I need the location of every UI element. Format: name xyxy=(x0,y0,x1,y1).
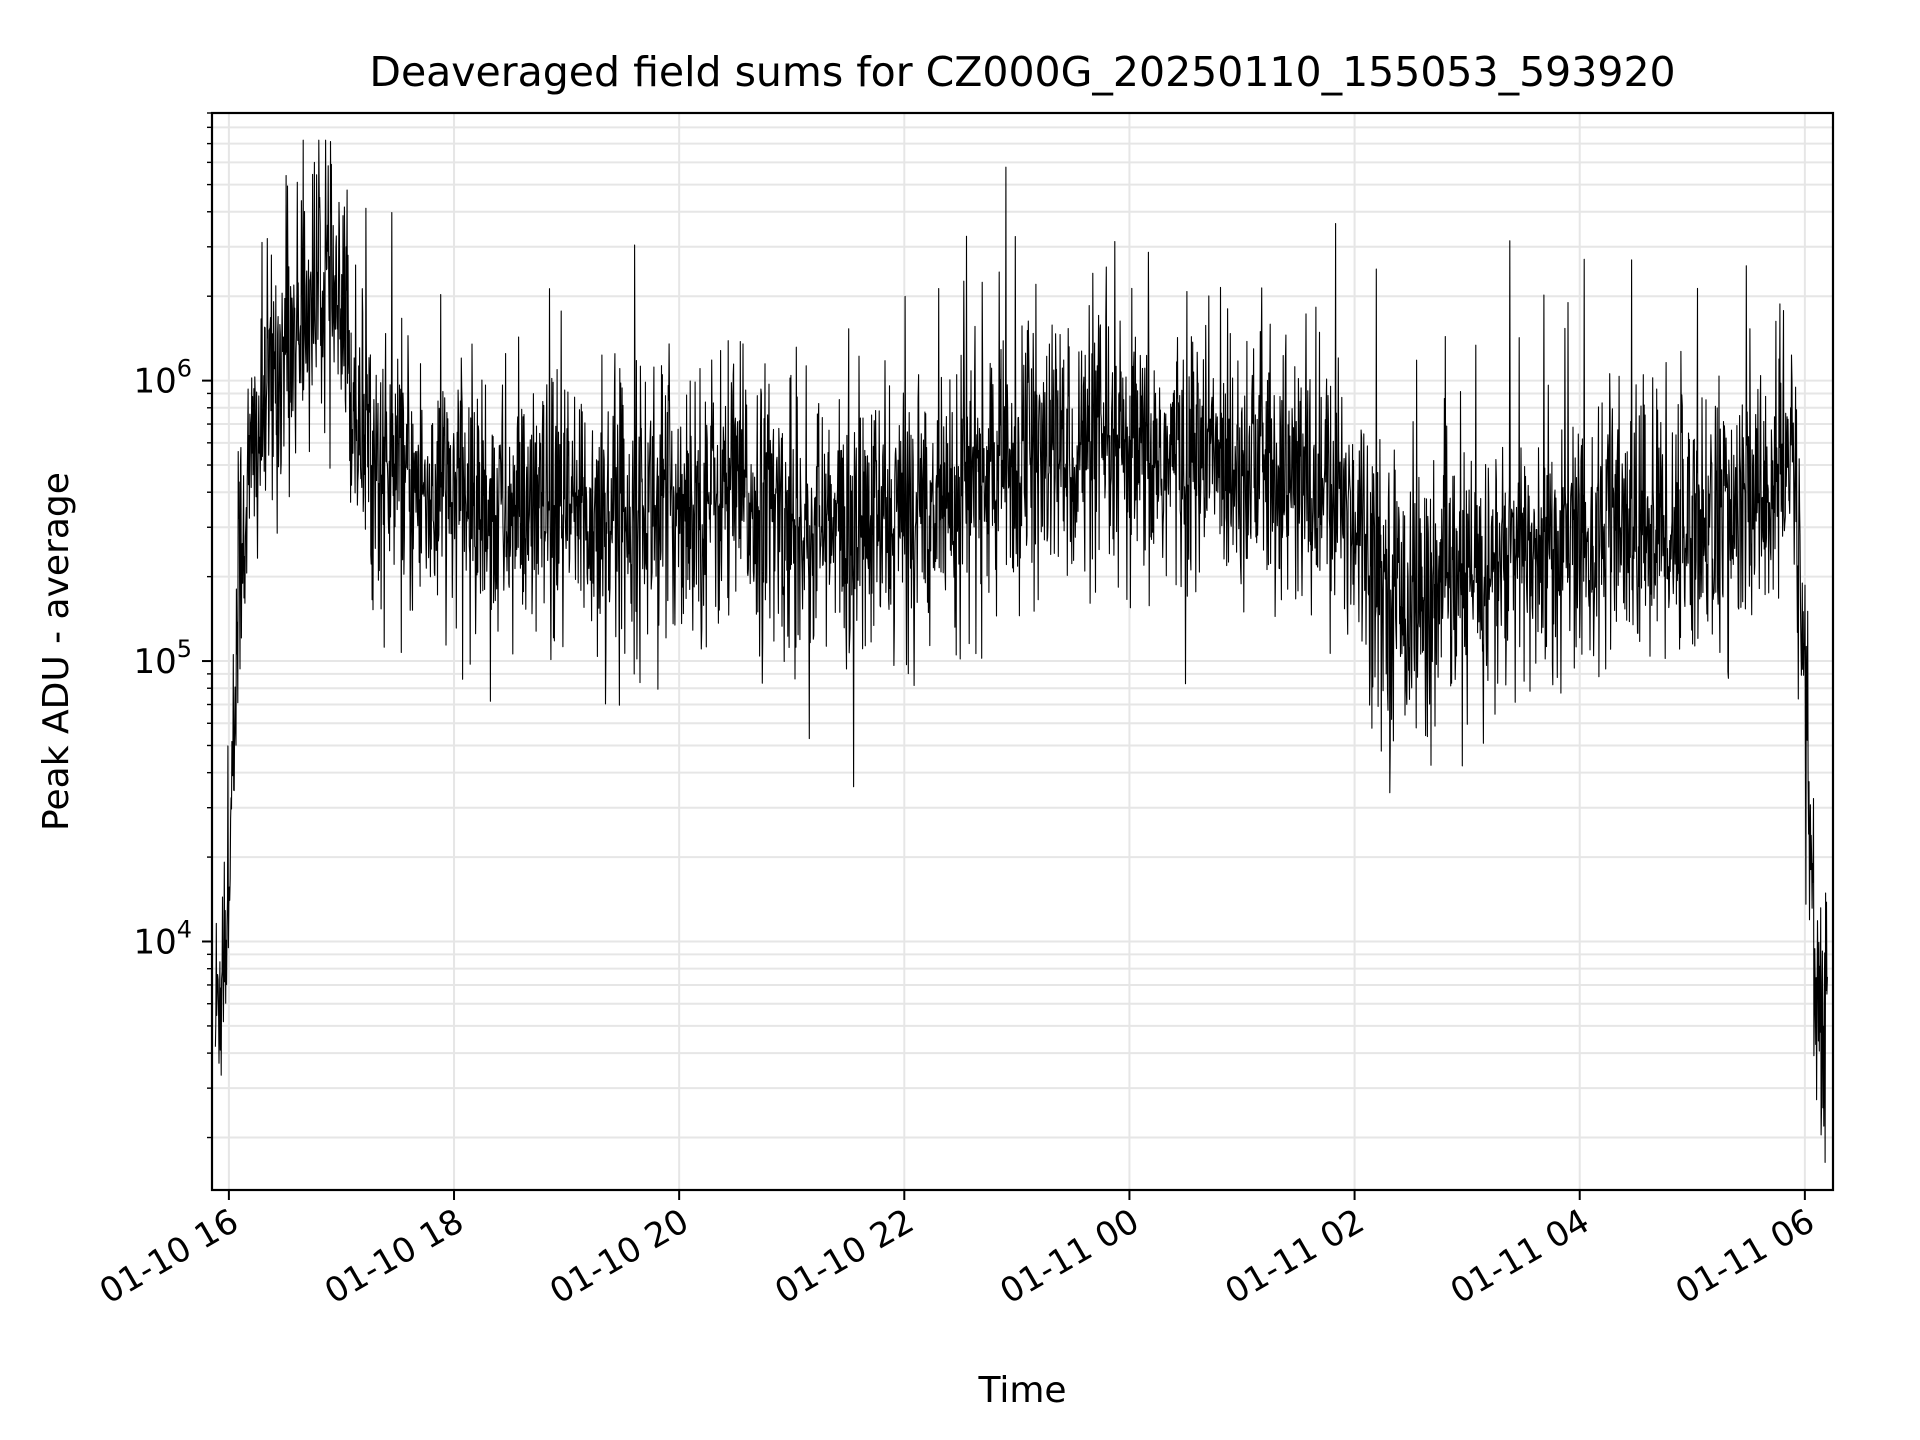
grid xyxy=(212,112,1833,1190)
y-tick-label: 105 xyxy=(133,635,192,682)
y-axis-label: Peak ADU - average xyxy=(36,472,77,831)
axis-ticks: 104 105 106 01-10 16 01-10 18 01-10 20 01-10 2… xyxy=(93,112,1821,1312)
x-tick-label: 01-10 20 xyxy=(543,1201,695,1312)
chart-title: Deaveraged field sums for CZ000G_2025011… xyxy=(369,48,1675,96)
x-tick-label: 01-11 04 xyxy=(1444,1201,1596,1312)
x-tick-label: 01-11 00 xyxy=(994,1201,1146,1312)
x-tick-label: 01-10 18 xyxy=(318,1201,470,1312)
x-axis-label: Time xyxy=(977,1370,1066,1411)
x-tick-label: 01-11 02 xyxy=(1219,1201,1371,1312)
y-tick-label: 104 xyxy=(133,916,192,963)
plot-frame xyxy=(210,111,1835,1192)
data-line xyxy=(214,139,1828,1163)
y-tick-label: 106 xyxy=(133,355,192,402)
x-tick-label: 01-10 22 xyxy=(768,1201,920,1312)
series-line xyxy=(214,139,1828,1163)
x-tick-label: 01-11 06 xyxy=(1669,1201,1821,1312)
x-tick-label: 01-10 16 xyxy=(93,1201,245,1312)
